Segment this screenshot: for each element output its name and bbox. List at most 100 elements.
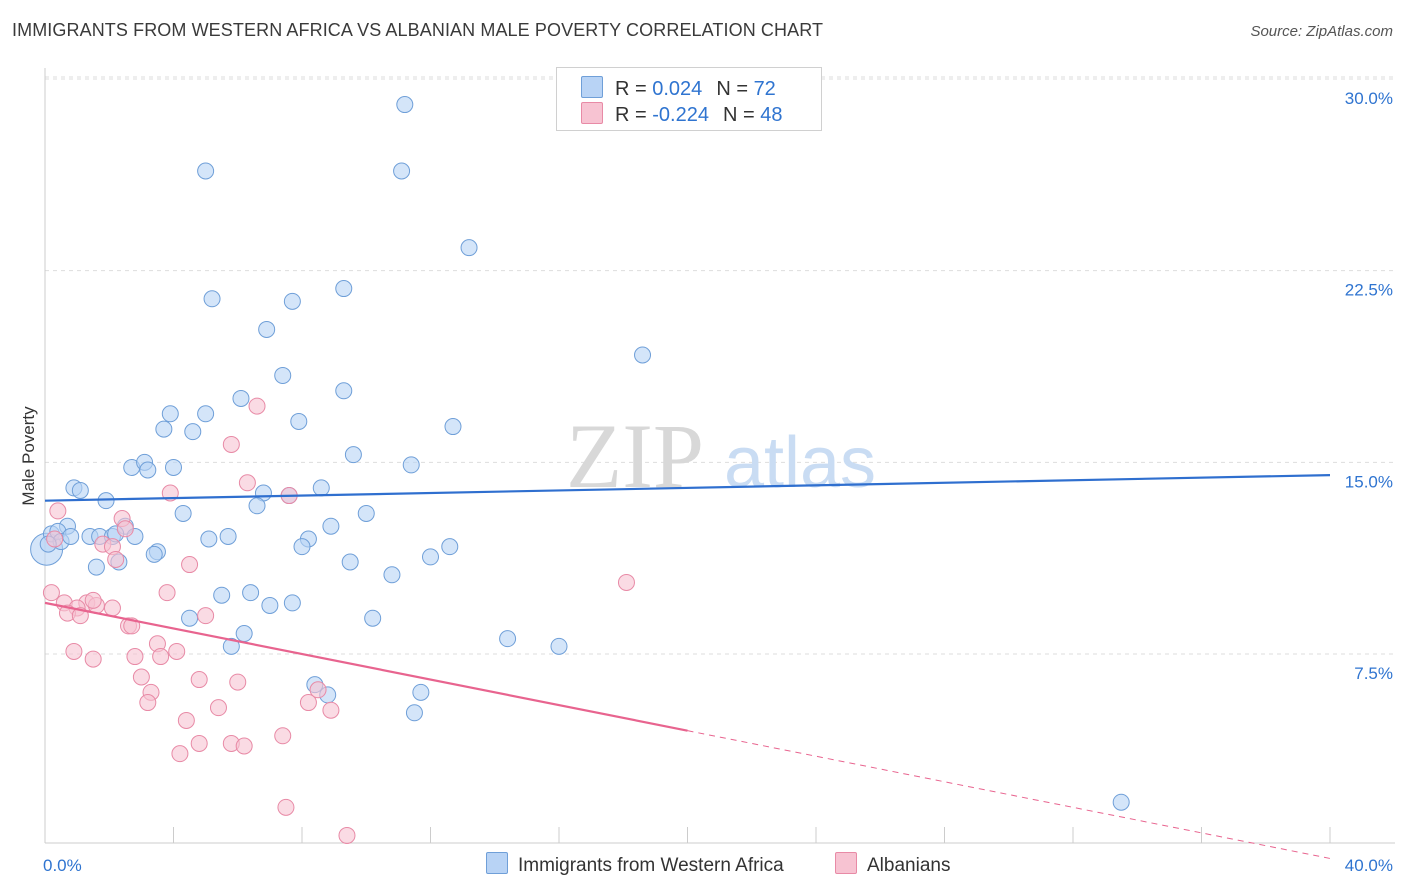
y-tick-label: 7.5% [1354,664,1393,683]
data-point-pink [171,745,189,763]
data-point-blue [283,292,301,310]
legend-r-label-1: R = [615,78,653,100]
data-point-pink [190,671,208,689]
data-point-blue [364,609,382,627]
data-point-pink [197,607,215,625]
data-point-blue [312,479,330,497]
legend-n-value-2: 48 [760,104,783,126]
data-point-blue [412,683,430,701]
data-point-blue [197,405,215,423]
data-point-blue [634,346,652,364]
data-point-blue [97,492,115,510]
data-point-pink [139,694,157,712]
legend-row-series1: R = 0.024 N = 72 [581,76,776,100]
legend-r-value-1: 0.024 [652,78,703,100]
watermark-zip: ZIP [566,405,704,507]
data-point-blue [232,389,250,407]
data-point-blue [499,630,517,648]
data-point-pink [617,573,635,591]
data-point-blue [184,423,202,441]
bottom-legend-series2: Albanians [835,852,950,877]
legend-swatch-blue [581,76,603,98]
data-point-blue [405,704,423,722]
data-point-blue [219,527,237,545]
data-point-blue [274,366,292,384]
data-point-blue [444,418,462,436]
data-point-blue [213,586,231,604]
data-point-pink [209,699,227,717]
legend-n-label-1: N = [716,78,754,100]
data-point-blue [550,637,568,655]
data-point-blue [341,553,359,571]
data-point-pink [299,694,317,712]
axes [44,68,1395,844]
data-point-pink [274,727,292,745]
data-point-blue [242,584,260,602]
data-point-blue [174,504,192,522]
legend-r-value-2: -0.224 [652,104,709,126]
data-point-pink [49,502,67,520]
trend-line-pink [44,601,688,732]
data-point-pink [229,673,247,691]
trend-line-pink-extension [687,730,1331,859]
data-point-pink [158,584,176,602]
data-point-pink [190,734,208,752]
x-tick-label: 40.0% [1345,856,1393,875]
data-point-blue [181,609,199,627]
data-point-pink [84,650,102,668]
data-point-pink [277,798,295,816]
data-point-pink [338,826,356,844]
data-point-pink [107,550,125,568]
data-point-blue [197,162,215,180]
data-point-blue [200,530,218,548]
data-point-pink [222,435,240,453]
data-point-blue [293,538,311,556]
data-point-blue [71,481,89,499]
source-label: Source: ZipAtlas.com [1250,23,1393,40]
legend-r-label-2: R = [615,104,653,126]
legend-n-label-2: N = [722,104,761,126]
data-point-pink [132,668,150,686]
data-point-blue [235,625,253,643]
data-point-pink [126,648,144,666]
data-point-blue [145,545,163,563]
data-point-pink [309,681,327,699]
data-point-blue [283,594,301,612]
data-point-blue [1112,793,1130,811]
data-point-blue [322,517,340,535]
y-tick-label: 22.5% [1345,281,1393,300]
data-points [30,96,1130,844]
data-point-pink [46,530,64,548]
data-point-blue [222,637,240,655]
legend-row-series2: R = -0.224 N = 48 [581,102,782,126]
data-point-pink [238,474,256,492]
tick-labels: 7.5% 15.0% 22.5% 30.0% 0.0% 40.0% [43,89,1393,875]
data-point-blue [335,382,353,400]
data-point-pink [42,584,60,602]
data-point-blue [402,456,420,474]
data-point-blue [203,290,221,308]
data-point-pink [103,599,121,617]
data-point-blue [248,497,266,515]
legend: R = 0.024 N = 72 R = -0.224 N = 48 [556,67,822,131]
y-axis-label: Male Poverty [19,406,38,506]
data-point-blue [139,461,157,479]
data-point-blue [87,558,105,576]
bottom-legend-swatch-blue [486,852,508,874]
data-point-blue [335,280,353,298]
bottom-legend-label-2: Albanians [867,855,951,876]
data-point-blue [393,162,411,180]
trend-line-blue [44,474,1331,502]
bottom-legend-series1: Immigrants from Western Africa [486,852,784,877]
legend-swatch-pink [581,102,603,124]
data-point-blue [290,412,308,430]
trend-lines [44,474,1331,859]
watermark-atlas: atlas [724,423,876,503]
data-point-pink [65,642,83,660]
data-point-blue [165,458,182,476]
data-point-pink [116,520,134,538]
grid-lines [45,76,1395,655]
y-tick-label: 30.0% [1345,89,1393,108]
x-tick-label: 0.0% [43,856,82,875]
data-point-blue [422,548,439,566]
